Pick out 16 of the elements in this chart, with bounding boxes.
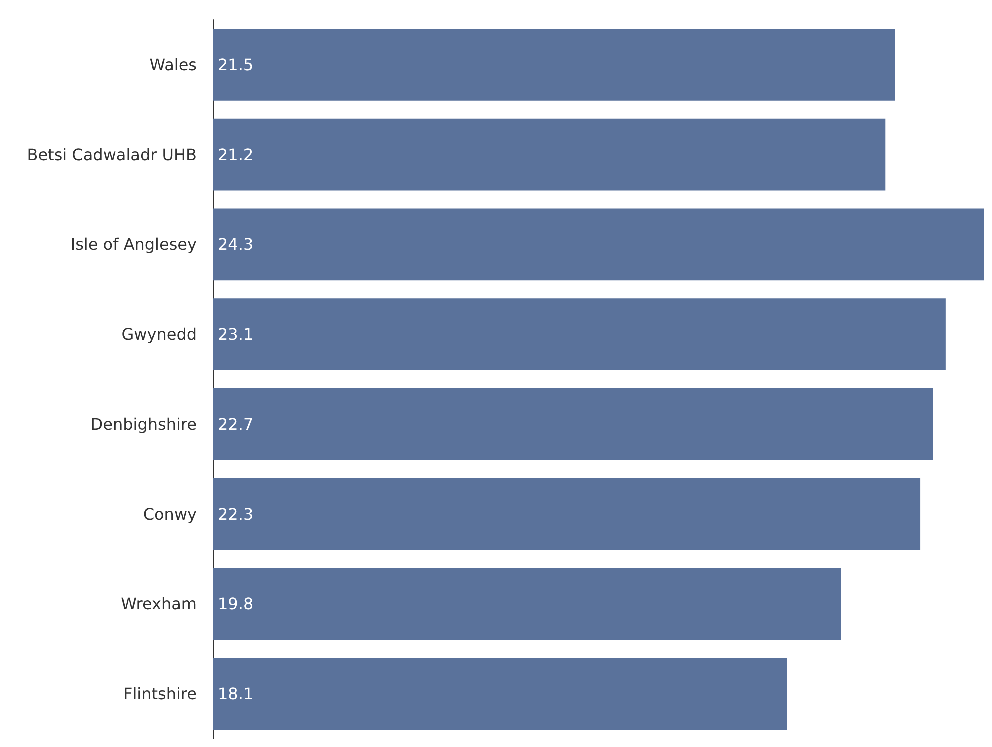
data-label: 19.8 <box>218 594 254 614</box>
data-label: 22.7 <box>218 414 254 434</box>
y-tick-label: Wales <box>150 55 197 74</box>
y-tick-label: Gwynedd <box>122 325 197 344</box>
y-tick-label: Denbighshire <box>90 414 197 434</box>
y-tick-label: Isle of Anglesey <box>70 235 197 254</box>
data-label: 18.1 <box>218 684 254 704</box>
data-label: 22.3 <box>218 504 254 524</box>
y-tick-label: Betsi Cadwaladr UHB <box>27 145 197 164</box>
data-label: 23.1 <box>218 325 254 344</box>
y-tick-label: Wrexham <box>121 594 197 614</box>
y-tick-label: Conwy <box>143 504 197 524</box>
data-label: 21.5 <box>218 55 254 74</box>
y-tick-label: Flintshire <box>124 684 197 704</box>
data-label: 24.3 <box>218 235 254 254</box>
data-label: 21.2 <box>218 145 254 164</box>
